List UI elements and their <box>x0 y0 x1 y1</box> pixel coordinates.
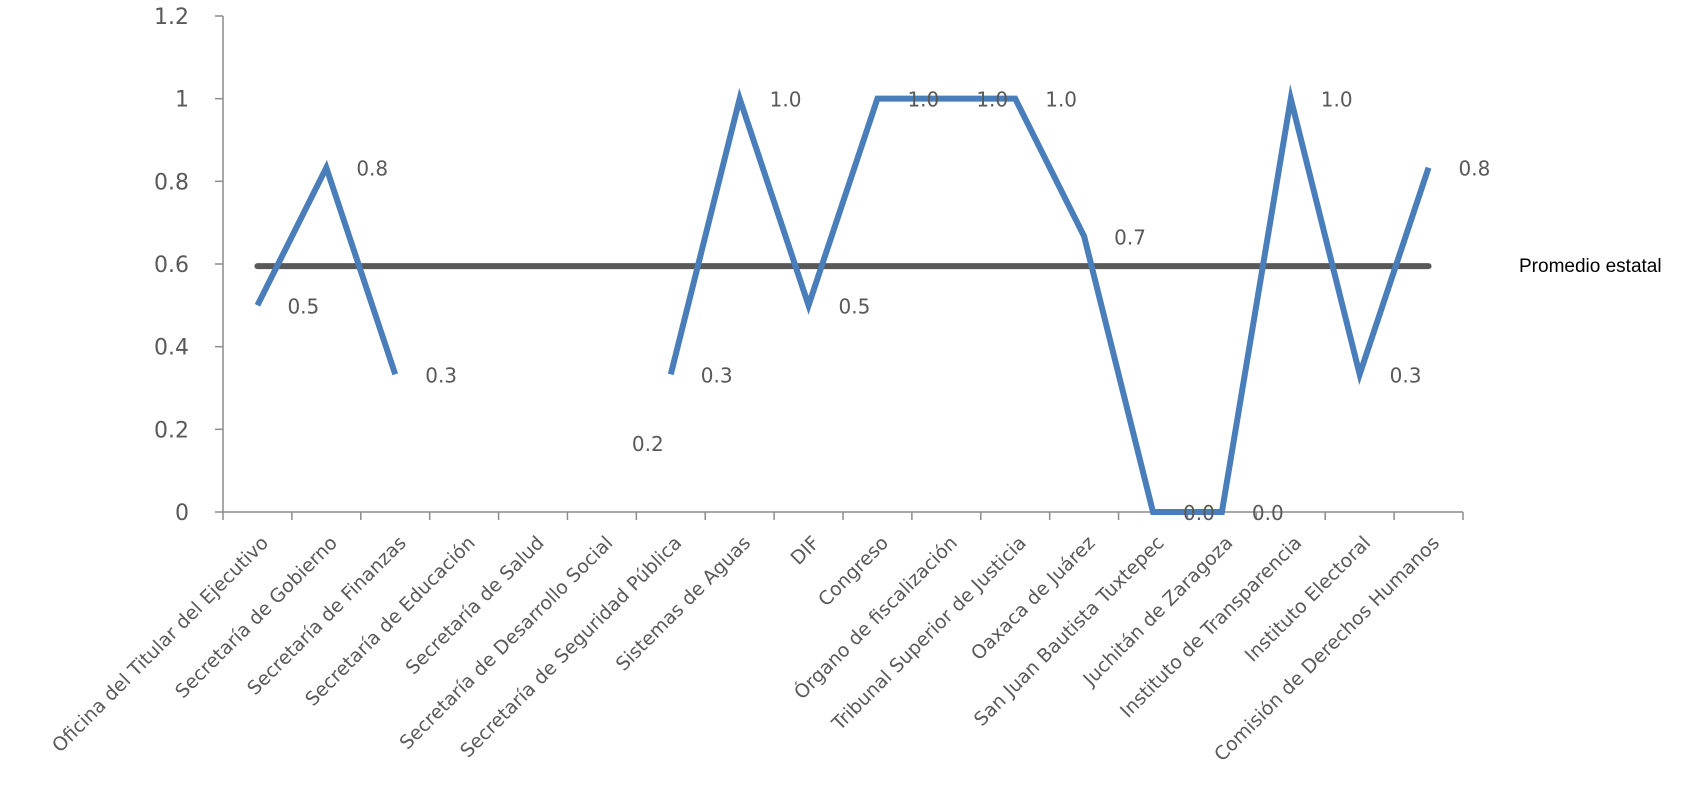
data-label: 0.3 <box>1390 363 1422 387</box>
data-label: 0.5 <box>287 294 319 318</box>
data-label: 1.0 <box>1045 88 1077 112</box>
data-label: 1.0 <box>907 88 939 112</box>
data-label: 0.0 <box>1252 501 1284 525</box>
data-label: 0.7 <box>1114 225 1146 249</box>
y-tick-label: 0 <box>175 501 189 526</box>
x-axis: Oficina del Titular del EjecutivoSecreta… <box>48 511 1464 766</box>
data-label: 0.2 <box>632 432 664 456</box>
y-axis: 0 0.2 0.4 0.6 0.8 1 1.2 <box>154 5 224 526</box>
data-label: 0.8 <box>1459 157 1491 181</box>
y-tick-label: 1.2 <box>154 5 189 30</box>
main-series <box>254 83 1432 515</box>
series-line-segment <box>254 159 399 376</box>
y-tick-label: 0.8 <box>154 170 189 195</box>
x-tick-label: Instituto Electoral <box>1241 532 1375 666</box>
data-label: 0.3 <box>701 363 733 387</box>
legend: Promedio estatal <box>1519 256 1662 277</box>
data-label: 1.0 <box>1321 88 1353 112</box>
data-label: 0.0 <box>1183 501 1215 525</box>
y-tick-label: 0.4 <box>154 336 189 361</box>
y-tick-label: 0.2 <box>154 418 189 443</box>
legend-label-promedio: Promedio estatal <box>1519 256 1662 277</box>
y-tick-label: 0.6 <box>154 253 189 278</box>
x-tick-label: Secretaría de Salud <box>401 532 548 679</box>
x-tick-label: Sistemas de Aguas <box>612 532 755 675</box>
data-label: 0.8 <box>356 157 388 181</box>
y-tick-label: 1 <box>175 88 189 113</box>
data-label: 0.5 <box>839 294 871 318</box>
series-line-segment <box>667 83 1432 515</box>
data-label: 1.0 <box>976 88 1008 112</box>
data-label: 1.0 <box>770 88 802 112</box>
x-tick-label: DIF <box>786 532 824 570</box>
data-label: 0.3 <box>425 363 457 387</box>
data-labels: 0.5 0.8 0.3 0.2 0.3 1.0 0.5 1.0 1.0 1.0 0.7 0.0 0.0 1… <box>287 88 1490 525</box>
x-tick-label: Oaxaca de Juárez <box>967 532 1100 665</box>
